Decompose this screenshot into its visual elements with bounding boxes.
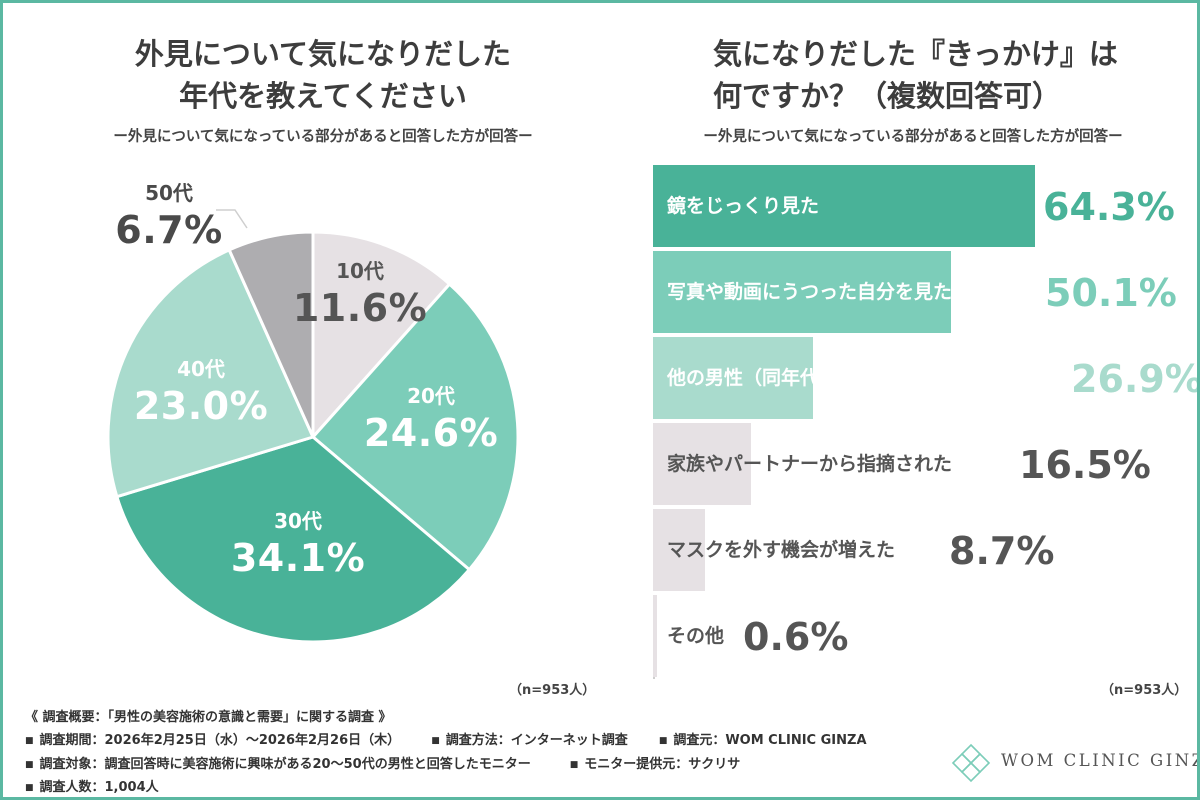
bar-4: [653, 509, 705, 591]
footer-line-3: ■ 調査人数：1,004人: [25, 776, 159, 795]
pie-chart: [106, 209, 520, 644]
right-sample-size: （n=953人）: [1101, 683, 1188, 698]
footer-count: 調査人数：1,004人: [39, 780, 159, 795]
bar-1: [653, 251, 951, 333]
diamond-logo-icon: [951, 743, 991, 783]
bullet-icon: ■: [25, 760, 34, 770]
bar-0-value: 64.3%: [1043, 185, 1175, 229]
right-title-line-2: 何ですか？（複数回答可）: [713, 79, 1062, 113]
pie-label-10s-category: 10代: [336, 259, 384, 283]
bar-1-value: 50.1%: [1045, 271, 1177, 315]
footer-source: 調査元：WOM CLINIC GINZA: [673, 733, 867, 748]
right-subtitle: ー外見について気になっている部分があると回答した方が回答ー: [703, 129, 1123, 145]
bullet-icon: ■: [431, 736, 440, 746]
bullet-icon: ■: [25, 783, 34, 793]
pie-slice-10s: [311, 230, 452, 441]
bullet-icon: ■: [25, 736, 34, 746]
pie-label-30s: 30代 34.1%: [231, 506, 365, 580]
bar-3-category: 家族やパートナーから指摘された: [667, 453, 953, 475]
bullet-icon: ■: [658, 736, 668, 746]
bar-5-value: 0.6%: [743, 615, 849, 659]
footer-overview: 《 調査概要：「男性の美容施術の意識と需要」に関する調査 》: [25, 710, 392, 725]
footer-method: 調査方法：インターネット調査: [445, 733, 628, 748]
pie-slice-40s: [106, 247, 316, 499]
pie-label-20s: 20代 24.6%: [364, 381, 498, 455]
bar-2-value: 26.9%: [1071, 357, 1200, 401]
left-title-line-1: 外見について気になりだした: [134, 37, 512, 71]
bar-1-category: 写真や動画にうつった自分を見た: [667, 281, 953, 303]
footer-provider: モニター提供元：サクリサ: [584, 757, 741, 772]
bar-row-3: 家族やパートナーから指摘された 16.5%: [653, 423, 1193, 505]
bar-3-value: 16.5%: [1019, 443, 1151, 487]
bar-3: [653, 423, 752, 505]
bar-4-category: マスクを外す機会が増えた: [667, 539, 896, 561]
pie-label-30s-category: 30代: [274, 509, 322, 533]
right-title: 気になりだした『きっかけ』は 何ですか？（複数回答可）: [663, 33, 1183, 117]
bar-row-1: 写真や動画にうつった自分を見た 50.1%: [653, 251, 1193, 333]
bar-2-category: 他の男性（同年代や若手）と比べた: [667, 367, 972, 389]
pie-leader-line-50s: [216, 209, 248, 229]
bar-5-category: その他: [667, 625, 725, 647]
bar-5: [653, 595, 657, 677]
pie-label-40s-value: 23.0%: [133, 384, 269, 428]
pie-label-20s-value: 24.6%: [363, 411, 499, 455]
pie-label-50s-value: 6.7%: [115, 208, 223, 252]
pie-label-30s-value: 34.1%: [230, 536, 366, 580]
bar-2: [653, 337, 813, 419]
bar-row-2: 他の男性（同年代や若手）と比べた 26.9%: [653, 337, 1197, 419]
right-title-line-1: 気になりだした『きっかけ』は: [713, 37, 1118, 71]
bar-4-value: 8.7%: [949, 529, 1055, 573]
pie-slice-50s: [227, 230, 315, 438]
pie-label-20s-category: 20代: [407, 384, 455, 408]
bar-0: [653, 165, 1035, 247]
left-title-line-2: 年代を教えてください: [179, 79, 467, 113]
bar-row-4: マスクを外す機会が増えた 8.7%: [653, 509, 1193, 591]
bar-row-5: その他 0.6%: [653, 595, 1193, 677]
logo-text: WOM CLINIC GINZA: [1001, 751, 1200, 770]
footer-line-2: ■ 調査対象：調査回答時に美容施術に興味がある20～50代の男性と回答したモニター…: [25, 753, 740, 772]
bar-row-0: 鏡をじっくり見た 64.3%: [653, 165, 1193, 247]
bar-0-category: 鏡をじっくり見た: [667, 195, 820, 217]
pie-label-40s-category: 40代: [177, 357, 225, 381]
bullet-icon: ■: [569, 760, 579, 770]
pie-label-10s: 10代 11.6%: [293, 256, 427, 330]
left-subtitle: ー外見について気になっている部分があると回答した方が回答ー: [113, 129, 533, 145]
pie-label-50s-category: 50代: [145, 181, 193, 205]
pie-label-10s-value: 11.6%: [292, 286, 428, 330]
pie-slice-30s: [115, 435, 472, 644]
footer-line-1: ■ 調査期間：2026年2月25日（水）～2026年2月26日（木） ■ 調査方法：…: [25, 729, 867, 748]
footer-target: 調査対象：調査回答時に美容施術に興味がある20～50代の男性と回答したモニター: [39, 757, 531, 772]
left-title: 外見について気になりだした 年代を教えてください: [73, 33, 573, 117]
pie-label-40s: 40代 23.0%: [134, 354, 268, 428]
pie-slice-20s: [310, 281, 520, 572]
footer-period: 調査期間：2026年2月25日（水）～2026年2月26日（木）: [39, 733, 401, 748]
wom-clinic-logo: WOM CLINIC GINZA: [951, 743, 1197, 783]
left-sample-size: （n=953人）: [509, 683, 596, 698]
pie-label-50s: 50代 6.7%: [115, 178, 222, 252]
